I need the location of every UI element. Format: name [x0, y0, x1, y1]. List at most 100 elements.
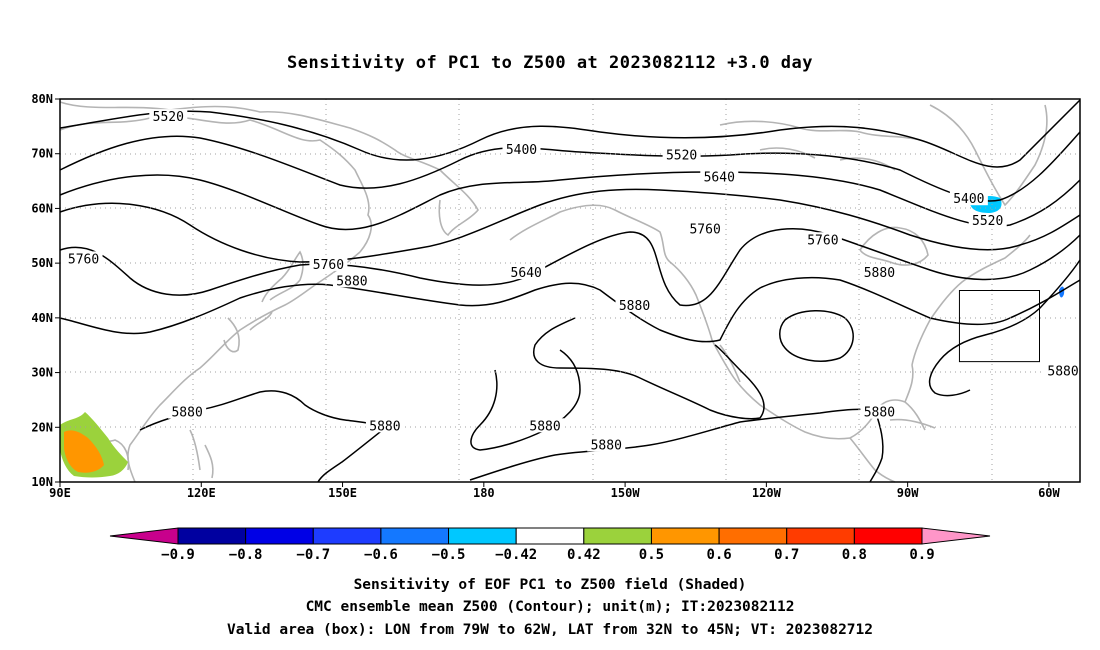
colorbar-box [718, 527, 788, 545]
caption-line-2: CMC ensemble mean Z500 (Contour); unit(m… [306, 599, 795, 615]
caption-line-1: Sensitivity of EOF PC1 to Z500 field (Sh… [354, 577, 747, 593]
contour-label: 5760 [68, 252, 99, 267]
contour-label: 5520 [666, 148, 697, 163]
colorbar-box [312, 527, 382, 545]
colorbar-tick-label: −0.6 [364, 547, 398, 563]
contour-label-background [1044, 363, 1083, 378]
contour-label-background [526, 418, 565, 433]
contour-label: 5880 [619, 299, 650, 314]
contour-label: 5880 [369, 419, 400, 434]
contour-label-background [949, 191, 988, 206]
colorbar-labels: −0.9 −0.8 −0.7 −0.6 −0.5 −0.42 0.42 0.5 0.6 0.7 0.… [161, 547, 935, 563]
contour-label-background [662, 147, 701, 162]
coastlines [59, 101, 1048, 483]
lat-tick-label: 70N [31, 147, 53, 161]
contour-label-background [686, 221, 725, 236]
contour-labels: 5520 5400 5520 5640 5400 5520 5760 5760 5760 5760… [64, 109, 1083, 453]
contour-label: 5640 [704, 170, 735, 185]
contour-label-background [700, 169, 739, 184]
lon-tick-label: 150E [328, 486, 357, 500]
contour-label-background [332, 273, 371, 288]
contour-label: 5880 [864, 406, 895, 421]
colorbar-tick-label: 0.9 [909, 547, 934, 563]
lon-tick-label: 120E [187, 486, 216, 500]
lon-tick-label: 60W [1038, 486, 1060, 500]
colorbar-tick-label: −0.7 [296, 547, 330, 563]
contour-label-background [803, 232, 842, 247]
lat-tick-label: 40N [31, 311, 53, 325]
colorbar-tick-label: 0.5 [639, 547, 664, 563]
lon-tick-label: 150W [611, 486, 641, 500]
colorbar-box [583, 527, 652, 545]
colorbar-box [786, 527, 855, 545]
contour-label: 5880 [1047, 365, 1078, 380]
contour-label: 5760 [807, 233, 838, 248]
map-background [60, 99, 1080, 482]
contour-label-background [502, 141, 541, 156]
contour-label-background [64, 251, 103, 266]
contour-label: 5520 [972, 214, 1003, 229]
contour-label: 5760 [689, 222, 720, 237]
colorbar-box [650, 527, 720, 545]
colorbar-tick-label: 0.8 [842, 547, 867, 563]
colorbar-tick-label: 0.7 [774, 547, 799, 563]
gridlines [60, 99, 1080, 482]
contour-label-background [149, 109, 188, 124]
contour-label: 5880 [529, 419, 560, 434]
colorbar-tick-label: −0.9 [161, 547, 195, 563]
contour-label-background [507, 265, 546, 280]
figure-title: Sensitivity of PC1 to Z500 at 2023082112… [287, 53, 813, 73]
lat-tick-label: 80N [31, 92, 53, 106]
colorbar-boxes [177, 527, 923, 545]
contour-label: 5520 [153, 110, 184, 125]
colorbar-tick-label: −0.8 [229, 547, 263, 563]
lon-tick-label: 90W [897, 486, 919, 500]
contour-label: 5400 [953, 192, 984, 207]
colorbar-box [448, 527, 517, 545]
contour-label-background [860, 404, 899, 419]
lat-tick-label: 60N [31, 201, 53, 215]
colorbar-box [245, 527, 314, 545]
lat-tick-label: 50N [31, 256, 53, 270]
contour-label: 5880 [864, 266, 895, 281]
colorbar-tick-label: 0.6 [706, 547, 731, 563]
valid-area-box [958, 290, 1041, 363]
contour-label-background [968, 213, 1007, 228]
colorbar-over-triangle [921, 527, 991, 545]
negative-sensitivity-region-small [1059, 286, 1065, 298]
contour-label-background [168, 404, 207, 419]
caption-line-3: Valid area (box): LON from 79W to 62W, L… [227, 622, 873, 638]
lat-tick-label: 30N [31, 366, 53, 380]
lon-tick-label: 120W [752, 486, 782, 500]
colorbar-tick-label: 0.42 [567, 547, 601, 563]
colorbar-box [853, 527, 923, 545]
lon-tick-label: 180 [473, 486, 495, 500]
contour-label-background [587, 437, 626, 452]
colorbar-box [177, 527, 247, 545]
colorbar-box [380, 527, 450, 545]
lat-tick-label: 20N [31, 420, 53, 434]
contour-label: 5400 [506, 143, 537, 158]
lat-tick-label: 10N [31, 475, 53, 489]
colorbar-tick-label: −0.42 [495, 547, 537, 563]
contour-label-background [860, 265, 899, 280]
map-frame [59, 98, 1081, 483]
z500-contours [59, 99, 1081, 483]
contour-label: 5880 [336, 274, 367, 289]
contour-label: 5880 [591, 438, 622, 453]
positive-sensitivity-core [64, 430, 104, 473]
map-panel: 5520 5400 5520 5640 5400 5520 5760 5760 5760 5760… [31, 92, 1083, 500]
contour-label-background [365, 418, 404, 433]
colorbar: −0.9 −0.8 −0.7 −0.6 −0.5 −0.42 0.42 0.5 0.6 0.7 0.… [109, 527, 991, 563]
contour-label-background [615, 297, 654, 312]
contour-label: 5760 [313, 258, 344, 273]
colorbar-under-triangle [109, 527, 179, 545]
contour-label-background [309, 256, 348, 271]
colorbar-box [515, 527, 585, 545]
colorbar-tick-label: −0.5 [432, 547, 466, 563]
contour-label: 5640 [511, 266, 542, 281]
lon-tick-label: 90E [49, 486, 71, 500]
contour-label: 5880 [171, 406, 202, 421]
